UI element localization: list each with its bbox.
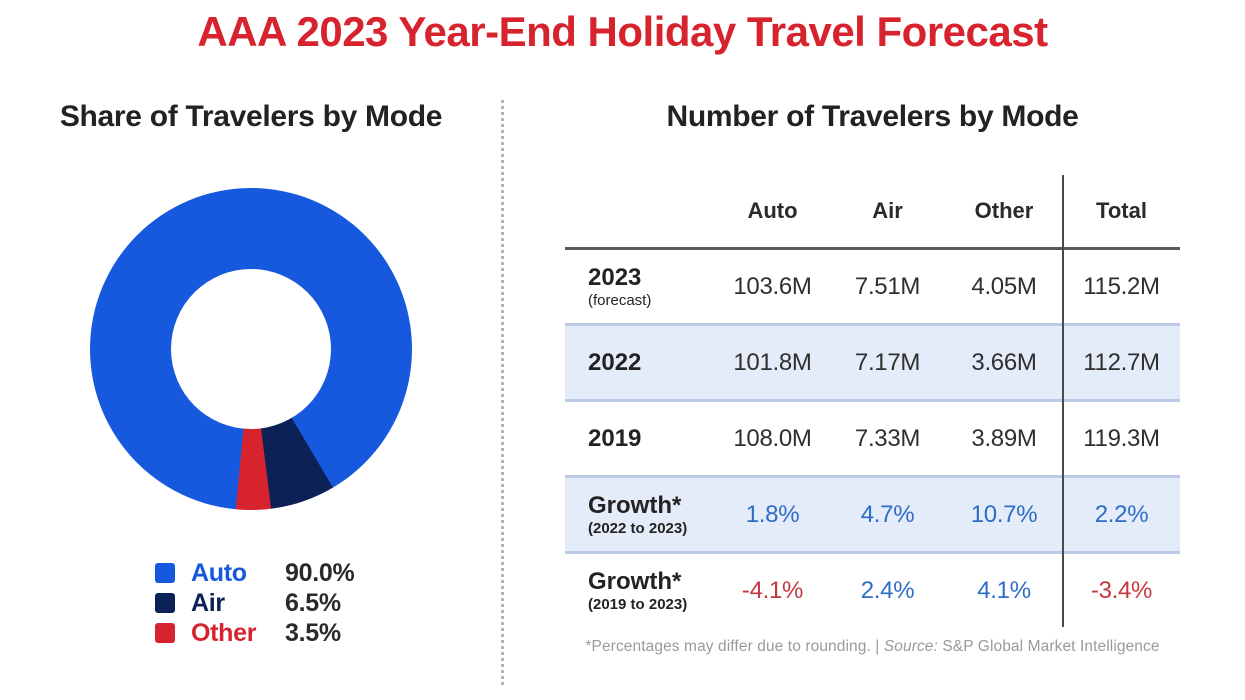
cell-2019-total: 119.3M [1083,424,1160,452]
legend-item-auto: Auto 90.0% [155,558,355,588]
footnote-source-text: S&P Global Market Intelligence [937,638,1160,655]
donut-chart [90,188,412,510]
other-swatch-icon [155,623,175,643]
total-column-separator-line [1062,175,1064,627]
cell-growth1-total: 2.2% [1094,500,1149,528]
right-panel-heading: Number of Travelers by Mode [666,100,1079,133]
row-label-2023: 2023 (forecast) [588,263,652,309]
column-header-total: Total [1096,198,1147,223]
cell-2022-auto: 101.8M [733,348,812,376]
cell-growth2-other: 4.1% [977,576,1031,604]
cell-growth1-auto: 1.8% [745,500,800,528]
row-label-growth-2022-2023: Growth* (2022 to 2023) [588,491,688,537]
auto-swatch-icon [155,563,175,583]
legend-item-air: Air 6.5% [155,588,354,618]
header-separator-line [565,247,1180,250]
row-label-2022: 2022 [588,348,642,376]
cell-2023-auto: 103.6M [733,272,812,300]
column-header-air: Air [872,198,903,223]
cell-2019-auto: 108.0M [733,424,812,452]
cell-2019-air: 7.33M [854,424,921,452]
footnote: *Percentages may differ due to rounding.… [545,638,1200,656]
legend-label-auto: Auto [191,558,247,587]
legend-value-auto: 90.0% [285,558,355,587]
table-row-growth-2019-2023: Growth* (2019 to 2023) -4.1% 2.4% 4.1% -… [565,554,1180,627]
cell-2022-total: 112.7M [1083,348,1160,376]
cell-growth2-total: -3.4% [1090,576,1153,604]
legend-label-other: Other [191,618,257,647]
legend-item-other: Other 3.5% [155,618,354,648]
cell-growth2-air: 2.4% [860,576,915,604]
left-panel-heading: Share of Travelers by Mode [59,100,443,133]
legend-value-air: 6.5% [285,588,341,617]
legend-value-other: 3.5% [285,618,341,647]
table-row-2019: 2019 108.0M 7.33M 3.89M 119.3M [565,402,1180,475]
cell-2023-air: 7.51M [854,272,921,300]
cell-growth2-auto: -4.1% [741,576,804,604]
chart-legend: Auto 90.0% Air 6.5% Other 3.5% [155,558,355,648]
footnote-source-label: Source: [883,638,938,655]
cell-2023-other: 4.05M [971,272,1037,300]
table-row-2023: 2023 (forecast) 103.6M 7.51M 4.05M 115.2… [565,250,1180,323]
cell-2022-air: 7.17M [854,348,921,376]
column-header-auto: Auto [747,198,798,223]
table-row-growth-2022-2023: Growth* (2022 to 2023) 1.8% 4.7% 10.7% 2… [565,475,1180,554]
legend-label-air: Air [191,588,225,617]
table-header-row: Auto Air Other Total [565,175,1180,247]
table-row-2022: 2022 101.8M 7.17M 3.66M 112.7M [565,323,1180,402]
cell-2022-other: 3.66M [971,348,1037,376]
row-label-growth-2019-2023: Growth* (2019 to 2023) [588,567,688,613]
travelers-table: Auto Air Other Total 2023 (forecast) 103… [565,175,1180,627]
cell-growth1-air: 4.7% [860,500,915,528]
cell-2019-other: 3.89M [971,424,1037,452]
donut-hole [171,269,331,429]
cell-growth1-other: 10.7% [970,500,1038,528]
row-label-2019: 2019 [588,424,642,452]
page-title: AAA 2023 Year-End Holiday Travel Forecas… [197,8,1048,55]
cell-2023-total: 115.2M [1083,272,1160,300]
vertical-dotted-divider [501,100,504,685]
column-header-other: Other [974,198,1034,223]
footnote-text: *Percentages may differ due to rounding.… [585,638,884,655]
air-swatch-icon [155,593,175,613]
